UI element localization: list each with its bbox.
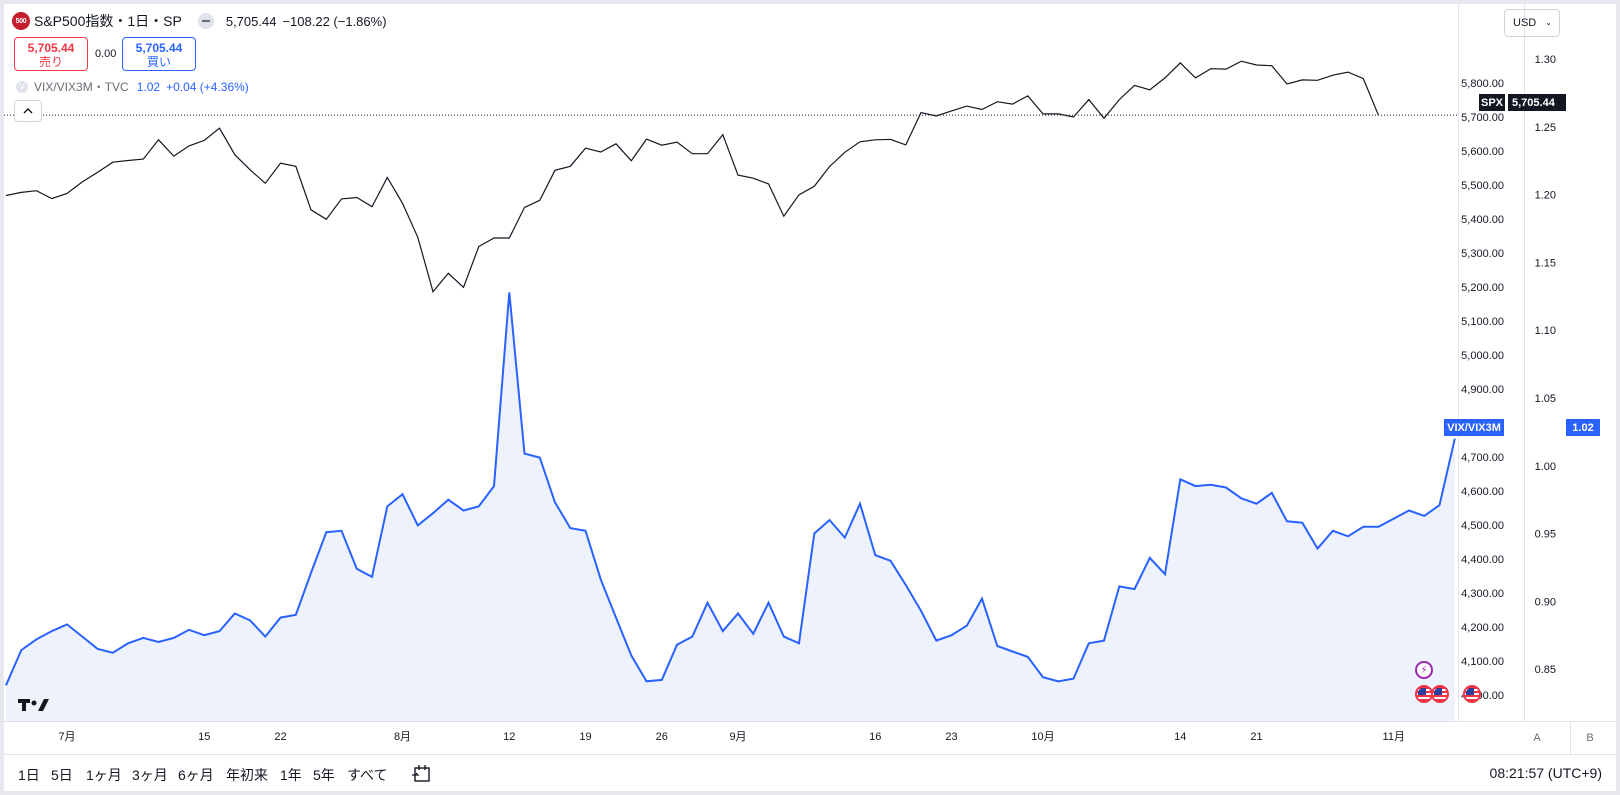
x-tick-label: 21: [1250, 731, 1262, 743]
x-tick-label: 9月: [729, 731, 746, 743]
us-flag-icon[interactable]: [1431, 685, 1449, 703]
x-tick-label: 16: [869, 731, 881, 743]
x-tick-label: 19: [579, 731, 591, 743]
price-change: −108.22 (−1.86%): [282, 13, 387, 29]
range-5d[interactable]: 5日: [51, 767, 73, 783]
sell-label: 売り: [38, 55, 63, 69]
spx-y-tick-label: 5,700.00: [1461, 112, 1504, 124]
vix-y-tick-label: 0.95: [1535, 529, 1556, 541]
tradingview-logo[interactable]: [18, 693, 50, 719]
overlay-legend[interactable]: V VIX/VIX3M・TVC 1.02 +0.04 (+4.36%): [16, 78, 249, 95]
currency-select[interactable]: USD ⌄: [1504, 9, 1560, 37]
hide-legend-button[interactable]: [197, 13, 214, 29]
range-1y[interactable]: 1年: [280, 767, 302, 783]
spx-line: [5, 60, 1380, 293]
spx-y-tick-label: 5,600.00: [1461, 146, 1504, 158]
spread-value: 0.00: [95, 48, 117, 60]
auto-scale-button[interactable]: A: [1533, 732, 1541, 744]
sell-button[interactable]: 5,705.44 売り: [14, 37, 88, 71]
range-ytd[interactable]: 年初来: [226, 767, 268, 783]
vix-y-tick-label: 1.30: [1535, 54, 1556, 66]
range-6m[interactable]: 6ヶ月: [178, 767, 214, 783]
vix-y-tick-label: 0.90: [1535, 596, 1556, 608]
vix-y-tick-label: 1.20: [1535, 190, 1556, 202]
spx-axis-label: SPX: [1479, 94, 1505, 111]
x-tick-label: 10月: [1031, 731, 1054, 743]
vix-y-tick-label: 0.85: [1535, 664, 1556, 676]
spx-y-tick-label: 5,400.00: [1461, 214, 1504, 226]
collapse-legend-button[interactable]: [14, 100, 42, 122]
vix-y-tick-label: 1.00: [1535, 461, 1556, 473]
clock: 08:21:57 (UTC+9): [1489, 765, 1602, 781]
spx-y-tick-label: 4,500.00: [1461, 520, 1504, 532]
symbol-logo-icon: 500: [12, 12, 30, 30]
vix-vix3m-line: [5, 292, 1456, 686]
vix-price-tag: 1.02: [1566, 419, 1600, 436]
bottom-toolbar: 1日 5日 1ヶ月 3ヶ月 6ヶ月 年初来 1年 5年 すべて 08:21:57…: [4, 754, 1616, 791]
overlay-name: VIX/VIX3M・TVC: [34, 80, 129, 94]
calendar-arrow-icon[interactable]: [412, 764, 432, 784]
sell-price: 5,705.44: [27, 41, 75, 55]
chart-window: 4,000.00 4,100.00 4,200.00 4,300.00 4,400.00…: [4, 4, 1616, 791]
lightning-icon[interactable]: ⚡: [1415, 661, 1433, 679]
x-tick-label: 14: [1174, 731, 1186, 743]
vix-y-tick-label: 1.10: [1535, 325, 1556, 337]
spx-y-tick-label: 4,400.00: [1461, 554, 1504, 566]
range-5y[interactable]: 5年: [313, 767, 335, 783]
x-tick-label: 22: [274, 731, 286, 743]
spx-y-tick-label: 5,000.00: [1461, 350, 1504, 362]
x-tick-label: 7月: [58, 731, 75, 743]
spx-y-tick-label: 4,200.00: [1461, 622, 1504, 634]
chevron-down-icon: ⌄: [1545, 18, 1552, 27]
spx-y-tick-label: 4,900.00: [1461, 384, 1504, 396]
buy-price: 5,705.44: [135, 41, 183, 55]
scale-b-button[interactable]: B: [1586, 732, 1594, 744]
spx-y-tick-label: 4,600.00: [1461, 486, 1504, 498]
overlay-change: +0.04 (+4.36%): [166, 79, 249, 94]
spx-y-tick-label: 4,700.00: [1461, 452, 1504, 464]
buy-button[interactable]: 5,705.44 買い: [122, 37, 196, 71]
currency-value: USD: [1513, 17, 1537, 29]
range-1d[interactable]: 1日: [18, 767, 40, 783]
symbol-title[interactable]: S&P500指数・1日・SP: [34, 13, 182, 29]
vix-axis-label: VIX/VIX3M: [1444, 419, 1504, 436]
chart-canvas[interactable]: 4,000.004,100.004,200.004,300.004,400.00…: [4, 4, 1616, 791]
x-tick-label: 15: [198, 731, 210, 743]
spx-y-tick-label: 4,100.00: [1461, 656, 1504, 668]
x-tick-label: 26: [656, 731, 668, 743]
vix-y-tick-label: 1.15: [1535, 257, 1556, 269]
vix-y-tick-label: 1.25: [1535, 122, 1556, 134]
vix-area-fill: [6, 292, 1455, 721]
range-all[interactable]: すべて: [347, 767, 388, 783]
spx-price-tag: 5,705.44: [1508, 94, 1566, 111]
spx-y-tick-label: 4,300.00: [1461, 588, 1504, 600]
overlay-value: 1.02: [136, 79, 161, 94]
chevron-up-icon: [23, 108, 33, 114]
x-tick-label: 12: [503, 731, 515, 743]
spx-y-tick-label: 5,300.00: [1461, 248, 1504, 260]
spx-y-tick-label: 5,200.00: [1461, 282, 1504, 294]
x-tick-label: 8月: [394, 731, 411, 743]
buy-label: 買い: [146, 55, 171, 69]
spx-y-tick-label: 5,500.00: [1461, 180, 1504, 192]
range-1m[interactable]: 1ヶ月: [86, 767, 122, 783]
x-tick-label: 11月: [1383, 731, 1405, 743]
main-legend: 500 S&P500指数・1日・SP 5,705.44 −108.22 (−1.…: [12, 11, 387, 31]
vix-y-tick-label: 1.05: [1535, 393, 1556, 405]
x-tick-label: 23: [945, 731, 957, 743]
us-flag-icon[interactable]: [1463, 685, 1481, 703]
last-price: 5,705.44: [225, 13, 277, 29]
tradingview-logo-icon: [18, 699, 49, 711]
range-3m[interactable]: 3ヶ月: [132, 767, 168, 783]
vix-symbol-icon: V: [16, 80, 28, 93]
minus-icon: [201, 20, 210, 22]
spx-y-tick-label: 5,800.00: [1461, 78, 1504, 90]
spx-y-tick-label: 5,100.00: [1461, 316, 1504, 328]
